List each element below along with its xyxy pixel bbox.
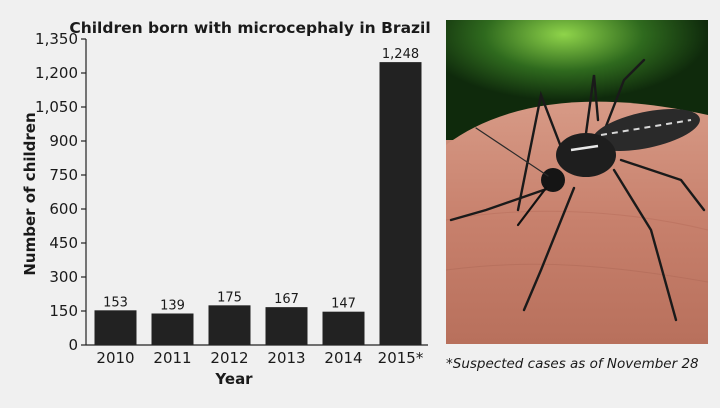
- y-tick-label: 300: [49, 268, 78, 286]
- data-label: 1,248: [382, 47, 419, 62]
- mosquito-icon: [446, 20, 708, 344]
- y-tick-label: 450: [49, 234, 78, 252]
- x-tick-label: 2010: [96, 349, 134, 367]
- mosquito-photo: [446, 20, 708, 344]
- y-tick-label: 0: [68, 336, 78, 354]
- x-axis-label: Year: [214, 370, 253, 388]
- y-tick-label: 750: [49, 166, 78, 184]
- y-tick-label: 150: [49, 302, 78, 320]
- bar-2010: [94, 310, 137, 345]
- y-tick-label: 1,350: [35, 30, 78, 48]
- data-label: 139: [160, 298, 185, 313]
- y-tick-label: 600: [49, 200, 78, 218]
- x-tick-label: 2013: [267, 349, 305, 367]
- data-label: 175: [217, 290, 242, 305]
- data-label: 147: [331, 297, 356, 312]
- y-tick-label: 1,050: [35, 98, 78, 116]
- chart-title: Children born with microcephaly in Brazi…: [69, 19, 430, 37]
- data-label: 153: [103, 295, 128, 310]
- bar-chart: Children born with microcephaly in Brazi…: [21, 19, 431, 388]
- y-tick-label: 900: [49, 132, 78, 150]
- y-tick-label: 1,200: [35, 64, 78, 82]
- x-tick-label: 2014: [324, 349, 362, 367]
- data-label: 167: [274, 292, 299, 307]
- y-axis-label: Number of children: [21, 112, 39, 275]
- x-tick-label: 2012: [210, 349, 248, 367]
- bar-2014: [322, 311, 365, 345]
- footnote: *Suspected cases as of November 28: [446, 356, 699, 372]
- bar-2011: [151, 313, 194, 345]
- bar-2013: [265, 307, 308, 345]
- x-tick-label: 2015*: [378, 349, 424, 367]
- bar-2012: [208, 305, 251, 345]
- x-tick-label: 2011: [153, 349, 191, 367]
- bar-2015: [379, 62, 422, 346]
